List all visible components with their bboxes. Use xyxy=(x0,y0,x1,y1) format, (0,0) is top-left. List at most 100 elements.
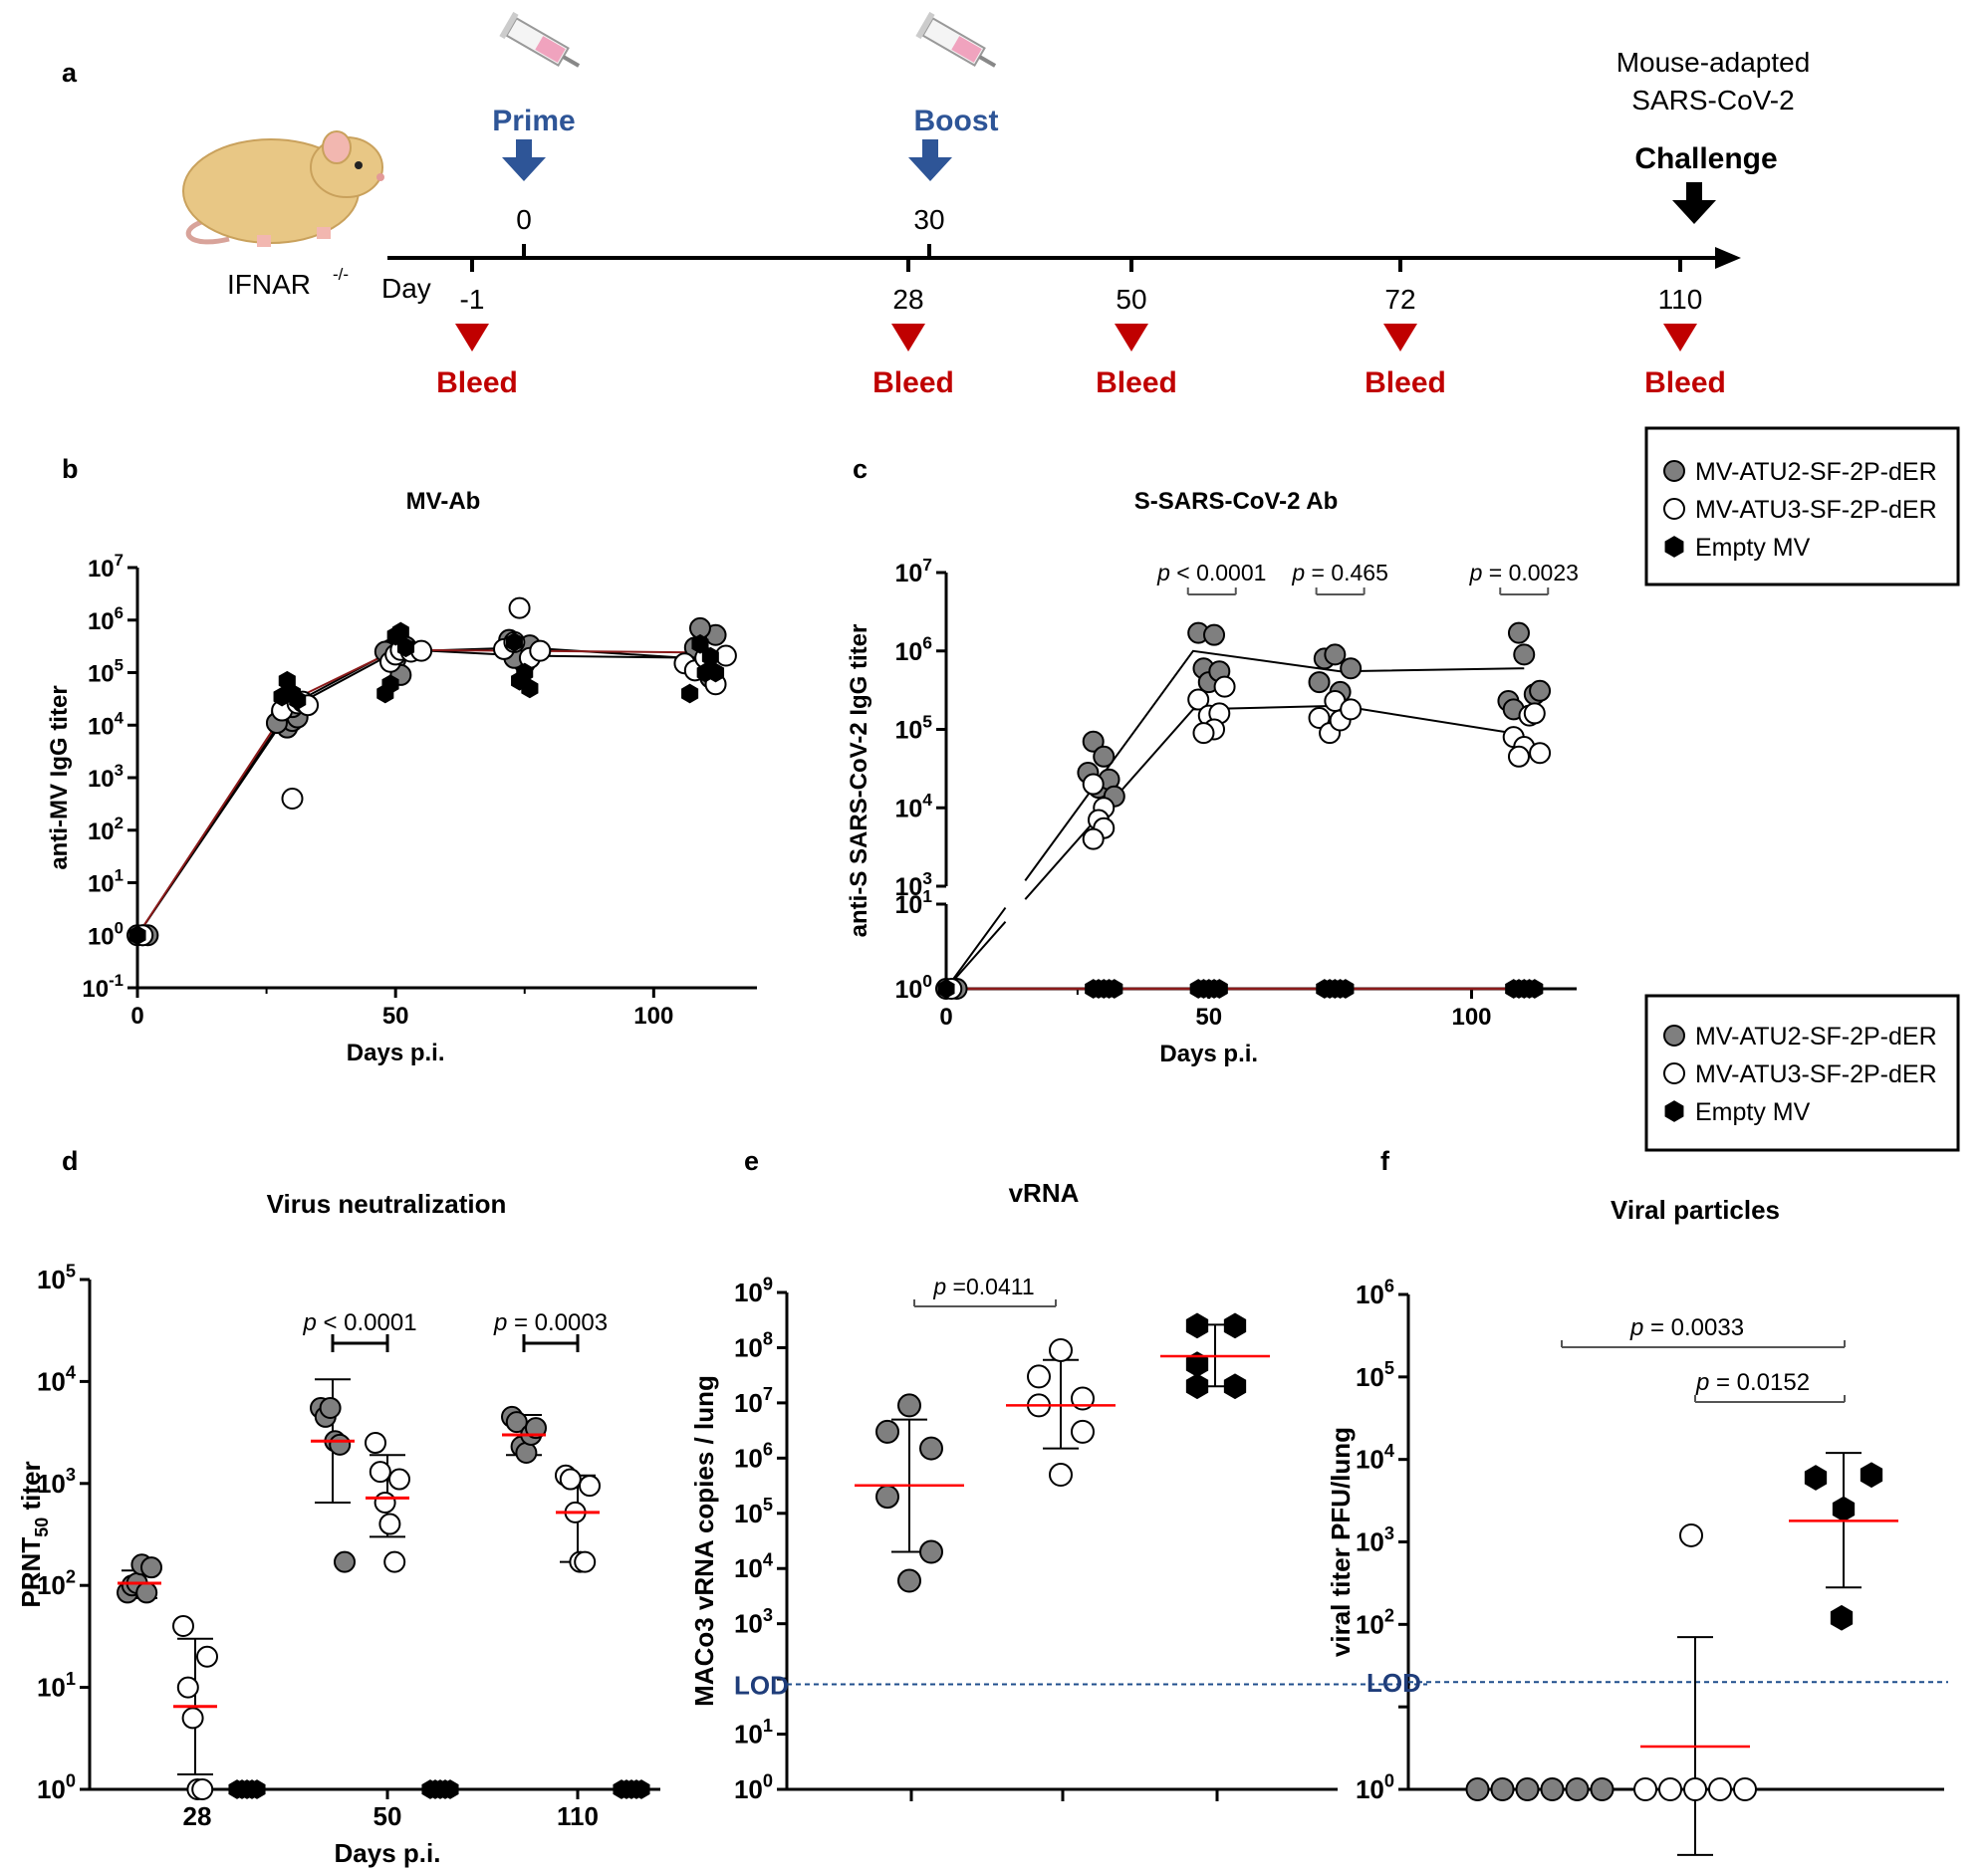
data-point xyxy=(706,662,725,683)
data-point xyxy=(1663,1062,1685,1084)
y-tick-label: 104 xyxy=(894,790,932,822)
y-tick-label: 106 xyxy=(88,603,124,635)
y-tick-label: 103 xyxy=(1356,1523,1394,1557)
chart-title: Virus neutralization xyxy=(267,1189,507,1219)
data-point xyxy=(1664,1100,1684,1122)
y-axis-title: MACo3 vRNA copies / lung xyxy=(689,1375,719,1707)
pvalue-label: p < 0.0001 xyxy=(302,1309,416,1336)
data-point xyxy=(1830,1604,1854,1631)
data-point xyxy=(1663,460,1685,482)
panel-d-chart: d Virus neutralization 100 101 102 103 104 105 P… xyxy=(16,1146,660,1868)
bleed-label: Bleed xyxy=(1644,366,1726,399)
x-tick-label: 0 xyxy=(130,1003,143,1030)
y-tick-label: 107 xyxy=(88,551,124,583)
legend-label: MV-ATU3-SF-2P-dER xyxy=(1695,1060,1937,1088)
data-point xyxy=(128,925,146,946)
y-tick-label: 109 xyxy=(734,1274,773,1307)
y-tick-label: 104 xyxy=(1356,1441,1395,1475)
data-point xyxy=(1590,1777,1615,1801)
data-point xyxy=(1523,702,1546,725)
data-point xyxy=(579,1475,601,1498)
data-point xyxy=(1507,621,1530,644)
panel-c-chart: c S-SARS-CoV-2 Ab 103 104 105 106 107 100 101 0 50… xyxy=(846,454,1579,1067)
mouse-illustration xyxy=(182,130,384,247)
boost-label: Boost xyxy=(914,105,999,137)
bleed-day: -1 xyxy=(460,284,485,315)
syringe-icon xyxy=(915,11,997,68)
data-point xyxy=(1733,1777,1757,1801)
prime-arrow-icon xyxy=(502,139,546,181)
data-point xyxy=(1082,827,1105,850)
legend-label: MV-ATU2-SF-2P-dER xyxy=(1695,1023,1937,1051)
panel-a-label: a xyxy=(62,58,78,88)
data-point xyxy=(319,1396,342,1419)
y-tick-label: 103 xyxy=(37,1465,76,1499)
data-point xyxy=(1049,1337,1073,1362)
x-axis-title: Days p.i. xyxy=(1159,1041,1258,1067)
y-tick-label: 107 xyxy=(734,1384,773,1418)
mean-line xyxy=(136,647,706,936)
y-tick-label: 101 xyxy=(37,1669,76,1703)
data-point xyxy=(1223,1312,1247,1339)
y-tick-label: 103 xyxy=(894,868,932,901)
data-point xyxy=(1513,643,1536,666)
y-tick-label: 102 xyxy=(37,1567,76,1601)
timeline-arrowhead xyxy=(1715,247,1741,269)
data-point xyxy=(289,690,307,710)
data-point xyxy=(1308,706,1331,729)
data-point xyxy=(334,1550,356,1573)
data-point xyxy=(1663,498,1685,520)
prime-label: Prime xyxy=(492,105,575,137)
y-tick-label: 107 xyxy=(894,555,932,587)
data-point xyxy=(1507,745,1530,768)
x-axis-title: Days p.i. xyxy=(335,1838,441,1868)
y-tick-label: 10-1 xyxy=(82,971,124,1003)
bleed-day: 50 xyxy=(1116,284,1146,315)
y-tick-label: 100 xyxy=(1356,1770,1394,1804)
panel-label: d xyxy=(62,1146,79,1176)
data-point xyxy=(1465,1777,1490,1801)
data-point xyxy=(441,1779,459,1799)
data-point xyxy=(381,674,399,695)
data-point xyxy=(369,1461,391,1484)
mouse-strain-sup: -/- xyxy=(333,265,349,284)
day-label: Day xyxy=(381,273,431,304)
data-point xyxy=(396,637,415,658)
y-tick-label: 101 xyxy=(734,1716,773,1750)
data-point xyxy=(196,1645,218,1668)
bleed-triangle-icon xyxy=(455,324,489,351)
data-point xyxy=(1832,1496,1856,1522)
pvalue-label: p =0.0411 xyxy=(932,1274,1034,1299)
data-point xyxy=(248,1779,266,1799)
y-axis-title: PRNT50 titer xyxy=(16,1461,52,1607)
x-tick-label: 110 xyxy=(557,1801,599,1831)
prime-day: 0 xyxy=(516,204,532,235)
data-point xyxy=(508,596,531,619)
y-tick-label: 101 xyxy=(88,866,124,898)
data-point xyxy=(1804,1465,1828,1491)
x-tick-label: 100 xyxy=(1451,1004,1491,1031)
y-tick-label: 100 xyxy=(37,1770,76,1804)
y-axis-title: viral titer PFU/lung xyxy=(1326,1427,1356,1657)
mean-line xyxy=(136,648,706,936)
syringe-icon xyxy=(499,11,581,68)
data-point xyxy=(1213,675,1236,698)
data-point xyxy=(897,1393,921,1418)
data-point xyxy=(632,1779,650,1799)
y-tick-label: 100 xyxy=(88,918,124,950)
bleed-triangle-icon xyxy=(1663,324,1697,351)
bleed-label: Bleed xyxy=(436,366,518,399)
pvalue-label: p < 0.0001 xyxy=(1156,560,1266,585)
panel-e-chart: e vRNA 100 101 103 104 105 106 107 108 109 MACo3 vR… xyxy=(689,1146,1427,1804)
y-tick-label: 105 xyxy=(894,711,932,744)
data-point xyxy=(1337,979,1355,999)
bleed-day: 72 xyxy=(1384,284,1415,315)
lod-label: LOD xyxy=(1367,1668,1421,1698)
y-tick-label: 102 xyxy=(88,814,124,845)
bleed-triangle-icon xyxy=(1383,324,1417,351)
chart-title: S-SARS-CoV-2 Ab xyxy=(1134,488,1338,515)
data-point xyxy=(172,1614,194,1637)
panel-b-chart: b MV-Ab 10-1 100 101 102 103 104 105 106 107 0 50 100… xyxy=(46,454,757,1066)
data-point xyxy=(1210,979,1228,999)
data-point xyxy=(1526,979,1544,999)
